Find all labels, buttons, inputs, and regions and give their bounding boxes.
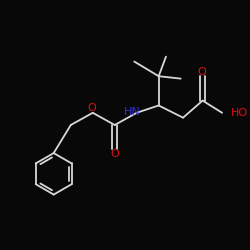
Text: O: O xyxy=(87,104,96,114)
Text: HO: HO xyxy=(231,108,248,118)
Text: HN: HN xyxy=(124,106,141,117)
Text: O: O xyxy=(197,67,206,77)
Text: O: O xyxy=(110,149,119,159)
